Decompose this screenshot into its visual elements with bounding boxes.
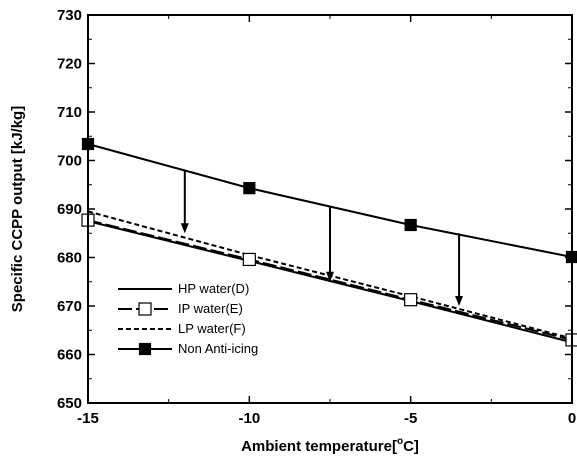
y-tick-label: 720: [57, 56, 82, 73]
y-tick-label: 730: [57, 7, 82, 24]
legend-marker-ip-water-e: [138, 302, 152, 316]
y-tick-label: 660: [57, 347, 82, 364]
data-point-ip-water-e: [404, 293, 418, 307]
x-tick-label: -10: [238, 410, 260, 427]
x-tick-label: -15: [77, 410, 99, 427]
y-tick-label: 690: [57, 201, 82, 218]
data-point-non-anti-icing: [243, 182, 256, 195]
legend-label-non-anti-icing: Non Anti-icing: [178, 341, 258, 356]
x-tick-label: -5: [404, 410, 417, 427]
x-tick-label: 0: [568, 410, 576, 427]
y-tick-label: 700: [57, 153, 82, 170]
y-tick-label: 710: [57, 104, 82, 121]
y-axis-title: Specific CCPP output [kJ/kg]: [9, 106, 26, 312]
series-line-ip-water-e: [87, 219, 573, 341]
legend-marker-non-anti-icing: [138, 342, 152, 356]
arrow-head: [326, 271, 334, 282]
legend: HP water(D) IP water(E) LP water(F) Non Ant…: [118, 281, 258, 356]
y-tick-label: 650: [57, 395, 82, 412]
arrow-head: [455, 296, 464, 306]
y-tick-label: 680: [57, 250, 82, 267]
x-axis-title: Ambient temperature[oC]: [241, 436, 419, 455]
y-tick-label: 670: [57, 298, 82, 315]
data-point-ip-water-e: [242, 252, 256, 267]
data-point-non-anti-icing: [404, 218, 417, 232]
legend-label-ip-water-e: IP water(E): [178, 301, 243, 316]
arrows-layer: [180, 170, 464, 306]
arrow-head: [180, 223, 189, 234]
legend-label-hp-water-d: HP water(D): [178, 281, 249, 296]
ticks-layer: 650 660 670 680 690 700 710 720 730 -15 -10 -5 0: [57, 7, 576, 427]
legend-label-lp-water-f: LP water(F): [178, 321, 246, 336]
series-line-non-anti-icing: [87, 143, 573, 258]
